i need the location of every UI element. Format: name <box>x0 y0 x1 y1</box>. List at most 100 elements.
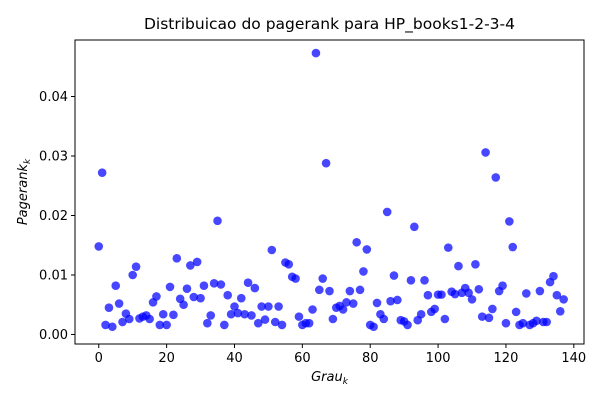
data-point <box>131 262 141 271</box>
data-point <box>325 286 334 296</box>
data-point <box>535 286 545 296</box>
y-axis-label-sub: k <box>23 158 33 164</box>
data-point <box>213 216 222 226</box>
data-point <box>236 293 246 303</box>
data-point <box>291 274 300 283</box>
data-point <box>128 270 137 280</box>
data-point <box>220 320 229 330</box>
data-point <box>257 302 266 311</box>
data-point <box>260 315 270 324</box>
points-layer <box>94 48 568 332</box>
data-point <box>338 305 348 314</box>
x-tick-label: 20 <box>158 351 175 366</box>
data-point <box>389 271 399 280</box>
data-point <box>359 267 368 276</box>
data-point <box>345 286 355 296</box>
data-point <box>352 237 361 247</box>
data-point <box>162 320 171 330</box>
data-point <box>416 309 426 319</box>
data-point <box>474 284 484 294</box>
data-point <box>182 284 192 293</box>
y-tick-label: 0.03 <box>39 150 68 165</box>
data-point <box>522 289 531 298</box>
x-axis: 0 20 40 60 80 100 120 140 <box>95 344 586 366</box>
data-point <box>203 318 212 328</box>
data-point <box>440 314 450 324</box>
x-tick-label: 60 <box>294 351 311 366</box>
data-point <box>508 242 518 252</box>
data-point <box>250 283 260 293</box>
data-point <box>450 289 460 299</box>
data-point <box>488 304 497 314</box>
data-point <box>355 285 365 295</box>
data-point <box>230 302 239 311</box>
data-point <box>549 271 558 281</box>
data-point <box>505 217 514 226</box>
x-axis-label: Grauk <box>311 370 349 387</box>
data-point <box>369 322 378 332</box>
data-point <box>318 274 328 283</box>
data-point <box>403 320 412 330</box>
data-point <box>511 307 521 317</box>
y-axis-label-main: Pagerank <box>16 164 31 226</box>
data-point <box>477 312 487 321</box>
data-point <box>393 295 402 305</box>
data-point <box>559 295 568 304</box>
data-point <box>294 312 304 321</box>
data-point <box>97 168 107 177</box>
data-point <box>362 245 372 254</box>
data-point <box>247 311 256 320</box>
data-point <box>186 261 195 270</box>
data-point <box>342 298 351 307</box>
data-point <box>443 243 453 252</box>
x-tick-label: 140 <box>561 351 586 366</box>
data-point <box>328 314 338 324</box>
data-point <box>101 320 110 330</box>
data-point <box>518 318 528 328</box>
data-point <box>104 303 114 313</box>
y-tick-label: 0.01 <box>39 268 68 283</box>
x-tick-label: 120 <box>494 351 519 366</box>
data-point <box>498 281 507 291</box>
data-point <box>209 279 219 288</box>
data-point <box>216 280 226 289</box>
data-point <box>430 304 439 314</box>
data-point <box>277 320 287 330</box>
data-point <box>542 317 551 327</box>
data-point <box>118 317 127 327</box>
data-point <box>410 222 419 232</box>
data-point <box>386 296 395 306</box>
data-point <box>196 293 205 303</box>
data-point <box>124 314 134 324</box>
data-point <box>379 314 389 324</box>
data-point <box>437 290 446 299</box>
x-tick-label: 0 <box>95 351 103 366</box>
data-point <box>192 257 202 267</box>
data-point <box>111 281 121 291</box>
data-point <box>555 306 565 316</box>
data-point <box>464 288 473 298</box>
data-point <box>348 299 358 308</box>
data-point <box>481 148 490 157</box>
data-point <box>552 290 562 300</box>
data-point <box>315 285 324 295</box>
data-point <box>206 311 216 320</box>
data-point <box>372 298 382 308</box>
data-point <box>267 245 277 255</box>
data-point <box>179 300 188 310</box>
y-tick-label: 0.04 <box>39 90 68 105</box>
data-point <box>406 276 416 285</box>
y-tick-label: 0.02 <box>39 209 68 224</box>
data-point <box>311 48 321 58</box>
data-point <box>155 320 165 330</box>
y-axis-label: Pagerankk <box>16 158 33 225</box>
data-point <box>264 302 273 311</box>
data-point <box>94 242 104 251</box>
data-point <box>484 313 494 323</box>
data-point <box>253 318 263 328</box>
x-axis-label-main: Grau <box>311 370 343 385</box>
data-point <box>165 282 175 292</box>
data-point <box>274 302 283 311</box>
